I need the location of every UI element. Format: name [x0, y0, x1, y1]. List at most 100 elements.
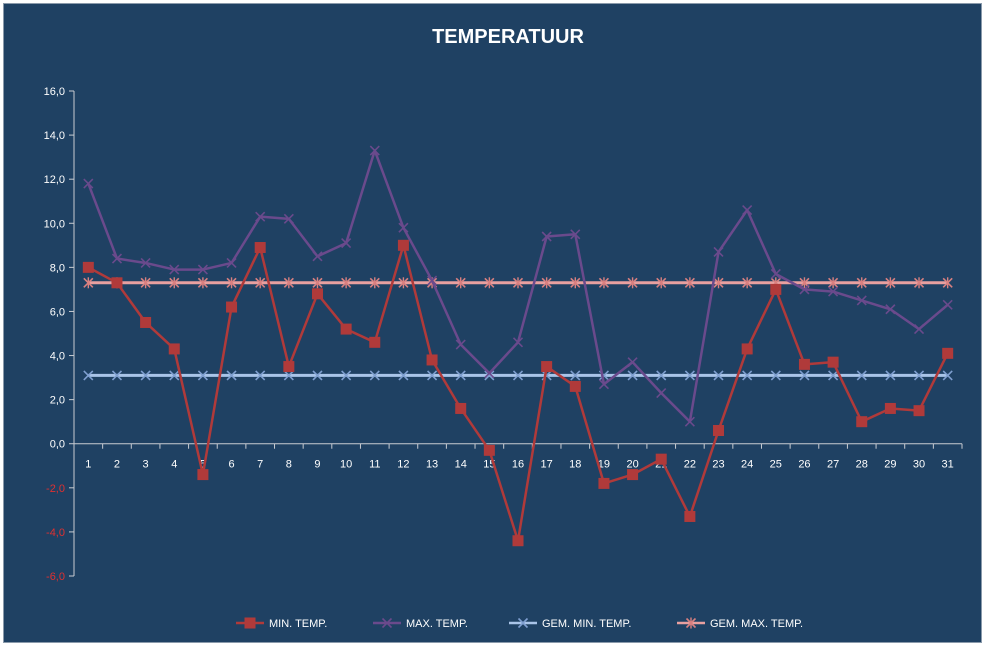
data-point: [512, 277, 524, 289]
legend: MIN. TEMP. MAX. TEMP. GEM. MIN. TEMP. GEM. …: [236, 617, 803, 630]
data-point: [942, 277, 953, 289]
legend-item: MAX. TEMP.: [373, 617, 468, 630]
data-point: [942, 370, 953, 381]
x-tick-label: 31: [942, 459, 954, 471]
data-point: [255, 370, 266, 381]
x-tick-label: 9: [314, 459, 320, 471]
data-point: [197, 370, 208, 381]
data-point: [828, 277, 839, 289]
data-point: [369, 145, 380, 156]
data-point: [226, 257, 237, 269]
data-point: [798, 358, 810, 370]
data-point: [656, 277, 667, 289]
data-point: [913, 405, 925, 417]
data-point: [770, 283, 782, 295]
data-point: [82, 261, 94, 273]
data-point: [684, 370, 695, 381]
data-point: [111, 370, 123, 381]
data-point: [311, 288, 323, 300]
data-point: [340, 323, 352, 335]
data-point: [341, 370, 352, 381]
x-tick-label: 10: [340, 459, 352, 471]
data-point: [570, 370, 581, 381]
data-point: [455, 339, 466, 350]
x-tick-label: 22: [684, 459, 696, 471]
data-point: [741, 343, 753, 355]
data-point: [226, 301, 238, 313]
x-tick-label: 29: [884, 459, 896, 471]
series-gem-max-temp: [83, 277, 953, 289]
y-tick-label: 12,0: [44, 174, 65, 186]
x-tick-label: 24: [741, 459, 753, 471]
data-point: [770, 268, 781, 280]
x-tick-label: 25: [770, 459, 782, 471]
data-point: [426, 275, 438, 286]
data-point: [226, 370, 237, 381]
data-point: [484, 370, 495, 381]
data-point: [598, 379, 610, 390]
data-point: [570, 277, 581, 289]
data-point: [517, 617, 529, 629]
data-point: [312, 277, 323, 289]
legend-item: MIN. TEMP.: [236, 617, 327, 630]
data-point: [283, 213, 294, 224]
data-point: [168, 343, 180, 355]
data-point: [255, 277, 266, 289]
data-point: [885, 370, 896, 381]
data-point: [341, 277, 352, 289]
data-point: [397, 239, 409, 251]
data-point: [799, 370, 810, 381]
data-point: [244, 617, 256, 629]
x-tick-label: 6: [228, 459, 234, 471]
data-point: [884, 402, 896, 414]
data-point: [541, 361, 553, 373]
data-point: [569, 380, 581, 392]
data-point: [656, 370, 667, 381]
legend-label: MIN. TEMP.: [269, 618, 327, 630]
x-tick-label: 20: [626, 459, 638, 471]
data-point: [312, 251, 323, 262]
data-point: [455, 402, 467, 414]
data-point: [770, 370, 781, 381]
data-point: [484, 277, 495, 289]
data-point: [369, 336, 381, 348]
data-point: [942, 347, 954, 359]
y-tick-label: 2,0: [50, 395, 65, 407]
data-point: [283, 370, 294, 381]
data-point: [197, 469, 209, 481]
data-point: [512, 535, 524, 547]
series-max-temp: [83, 145, 953, 427]
data-point: [856, 370, 867, 381]
data-point: [684, 510, 696, 522]
data-point: [942, 299, 953, 310]
data-point: [885, 304, 896, 315]
data-point: [369, 277, 380, 289]
x-tick-label: 14: [455, 459, 467, 471]
data-point: [742, 204, 753, 216]
y-tick-label: 14,0: [44, 130, 65, 142]
data-point: [913, 324, 925, 335]
data-point: [226, 277, 237, 289]
data-point: [398, 222, 409, 233]
data-point: [828, 370, 839, 381]
x-tick-label: 2: [114, 459, 120, 471]
data-point: [856, 295, 867, 306]
data-point: [197, 277, 208, 289]
data-point: [484, 368, 495, 379]
data-point: [685, 617, 697, 629]
temperature-chart: TEMPERATUUR -6,0 -4,0 -2,0 0,0 2,0 4,0 6,0 8,0 1…: [44, 26, 963, 630]
x-tick-label: 26: [798, 459, 810, 471]
data-point: [483, 444, 495, 456]
x-tick-label: 5: [200, 459, 206, 471]
legend-label: GEM. MAX. TEMP.: [710, 618, 803, 630]
data-point: [541, 231, 552, 242]
data-point: [255, 211, 266, 222]
data-point: [512, 370, 524, 381]
data-point: [684, 277, 695, 289]
data-point: [140, 316, 152, 328]
data-point: [856, 277, 867, 289]
data-point: [799, 284, 810, 295]
x-tick-label: 16: [512, 459, 524, 471]
data-point: [713, 277, 724, 289]
data-point: [455, 370, 466, 381]
